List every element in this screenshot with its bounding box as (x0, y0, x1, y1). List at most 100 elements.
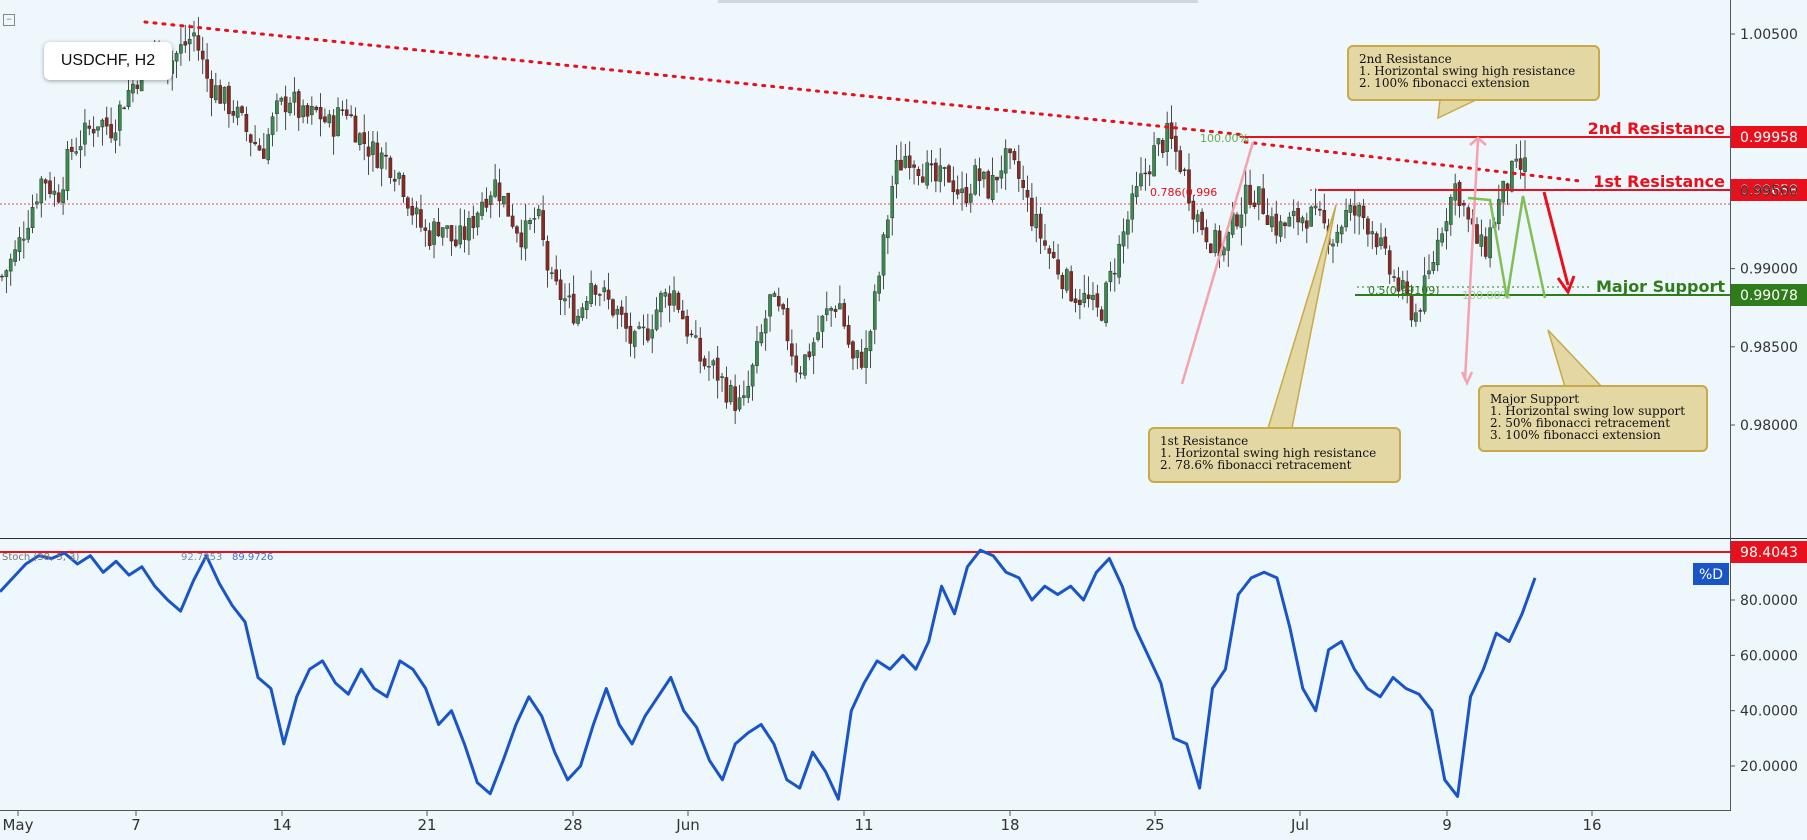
candle-body (414, 207, 419, 215)
candle-body (1466, 207, 1471, 220)
candle-body (851, 341, 855, 359)
candle-body (244, 114, 249, 132)
candle-body (720, 376, 724, 378)
fib-leg (1463, 139, 1480, 381)
candle-body (65, 149, 70, 192)
candle-body (1510, 160, 1514, 192)
candle-body (227, 85, 231, 115)
note-title: 2nd Resistance (1359, 52, 1452, 66)
candle-body (1091, 295, 1095, 300)
symbol-label[interactable]: USDCHF, H2 (44, 42, 172, 80)
candle-body (1222, 247, 1226, 256)
candle-body (934, 162, 938, 182)
candle-body (493, 179, 497, 197)
candle-body (702, 358, 707, 367)
fib-leg-arrowhead (1460, 371, 1474, 387)
candle-body (1147, 171, 1152, 175)
candle-body (632, 331, 637, 347)
time-tick-label: Jul (1290, 816, 1309, 834)
candle-body (995, 176, 999, 181)
level-label: 2nd Resistance (1588, 119, 1726, 138)
candle-body (1409, 294, 1414, 321)
candle-body (1252, 202, 1257, 207)
candle-body (283, 96, 288, 113)
stoch-level-tag (1731, 541, 1807, 563)
candle-body (886, 219, 890, 238)
candle-body (798, 372, 803, 375)
candle-body (1187, 169, 1191, 204)
stoch-d-line (0, 548, 1537, 801)
candle-body (794, 355, 799, 373)
candle-body (214, 85, 218, 101)
candle-body (1270, 216, 1274, 228)
collapse-icon[interactable]: − (3, 14, 15, 26)
candle-body (659, 292, 663, 313)
candle-body (763, 318, 768, 334)
note-item: 2. 100% fibonacci extension (1359, 76, 1530, 90)
candle-body (742, 395, 746, 398)
candle-body (17, 237, 22, 252)
candle-body (1300, 217, 1305, 224)
time-tick-label: 28 (563, 816, 582, 834)
candle-body (1383, 236, 1388, 249)
time-tick-label: 21 (417, 816, 436, 834)
stoch-pane-bg (0, 539, 1730, 811)
candle-body (872, 291, 877, 330)
candle-body (1357, 205, 1361, 217)
fib-leg-arrowhead (1469, 136, 1487, 146)
candle-body (846, 325, 851, 345)
candle-body (1344, 210, 1348, 228)
candle-body (663, 292, 668, 297)
candle-body (0, 275, 4, 278)
candle-body (912, 164, 916, 168)
candle-body (1449, 197, 1453, 225)
candle-body (598, 294, 602, 296)
candle-body (1012, 151, 1017, 161)
candle-body (1043, 240, 1047, 246)
candle-body (1331, 243, 1335, 247)
candle-body (1174, 135, 1178, 152)
candle-body (925, 162, 929, 186)
candle-body (637, 326, 641, 329)
candle-body (262, 148, 266, 159)
candle-body (1064, 269, 1069, 291)
candle-body (536, 208, 541, 217)
time-tick-label: 14 (272, 816, 291, 834)
candle-body (746, 386, 751, 398)
candle-body (772, 293, 777, 297)
stoch-level-value: 98.4043 (1740, 545, 1798, 561)
candle-body (816, 332, 820, 340)
candle-body (118, 104, 122, 131)
price-tick-label: 0.98500 (1740, 340, 1798, 356)
candle-body (1078, 299, 1082, 306)
candle-body (1313, 205, 1318, 209)
candle-body (920, 176, 925, 183)
candle-body (432, 221, 436, 245)
candle-body (868, 331, 873, 352)
candle-body (1243, 184, 1248, 214)
stoch-tick-label: 60.0000 (1740, 648, 1798, 664)
candle-body (196, 35, 201, 51)
candle-body (820, 315, 825, 332)
overlays: 2nd Resistance 0.99958 1st Resistance 0.996… (0, 20, 1807, 449)
candle-body (929, 163, 934, 166)
candle-body (30, 207, 35, 229)
note-item: 2. 50% fibonacci retracement (1490, 416, 1671, 430)
candle-body (707, 366, 711, 368)
candle-body (1291, 210, 1296, 217)
candle-body (39, 178, 44, 204)
candle-body (440, 227, 445, 238)
candle-body (584, 301, 589, 310)
candle-body (131, 83, 135, 94)
stoch-tick-label: 80.0000 (1740, 593, 1798, 609)
candle-body (1497, 199, 1501, 224)
candle-body (1444, 221, 1449, 232)
candle-body (558, 279, 563, 300)
level-price-value: 0.99658 (1740, 183, 1798, 199)
candle-body (1501, 181, 1505, 203)
note-item: 2. 78.6% fibonacci retracement (1160, 458, 1352, 472)
candle-body (1366, 218, 1370, 235)
candle-body (78, 146, 83, 151)
candle-body (1239, 214, 1244, 228)
candle-body (126, 90, 131, 107)
